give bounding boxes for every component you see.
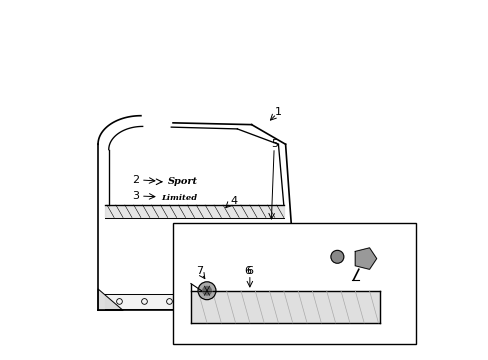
Circle shape xyxy=(203,287,211,295)
Text: 6: 6 xyxy=(246,266,253,276)
Text: 4: 4 xyxy=(230,197,237,206)
Text: Sport: Sport xyxy=(167,176,197,185)
Circle shape xyxy=(330,250,343,263)
Text: 5: 5 xyxy=(271,139,278,149)
Polygon shape xyxy=(98,289,123,310)
Text: 3: 3 xyxy=(132,191,139,201)
Text: Limited: Limited xyxy=(162,194,197,202)
Text: 6: 6 xyxy=(244,266,251,276)
Circle shape xyxy=(198,282,216,300)
Text: 7: 7 xyxy=(196,266,203,276)
Text: 1: 1 xyxy=(274,107,282,117)
Text: 2: 2 xyxy=(132,175,139,185)
Bar xyxy=(173,223,415,344)
Polygon shape xyxy=(354,248,376,269)
